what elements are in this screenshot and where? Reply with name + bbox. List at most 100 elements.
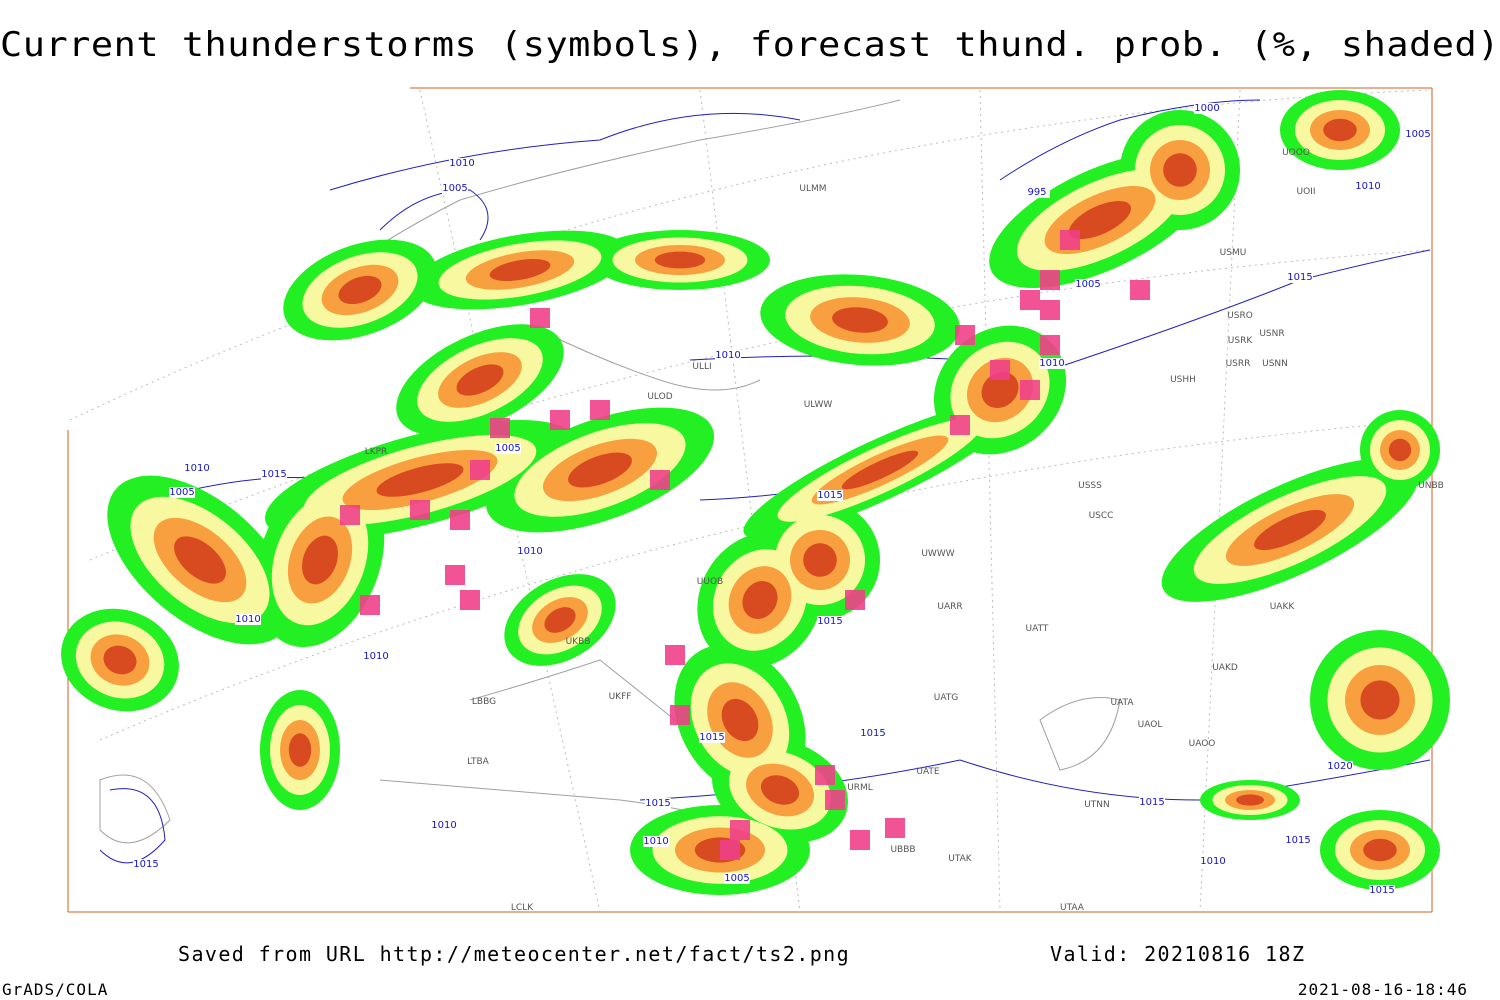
storm-symbol: [1040, 335, 1060, 355]
storm-symbol: [490, 418, 510, 438]
shade-region: [489, 258, 551, 282]
storm-symbol: [450, 510, 470, 530]
station-code: UOII: [1297, 187, 1316, 197]
isobar-label-bg: [1287, 272, 1313, 283]
storm-symbol: [1040, 300, 1060, 320]
isobar-label-bg: [1039, 358, 1065, 369]
shade-region: [760, 775, 800, 805]
isobar-label: 1010: [184, 463, 209, 474]
station-code: UAKK: [1270, 602, 1296, 612]
shade-region: [742, 581, 778, 619]
shade-region: [302, 535, 338, 585]
isobar-label-bg: [261, 469, 287, 480]
valid-time: Valid: 20210816 18Z: [1050, 942, 1305, 966]
storm-symbol: [990, 360, 1010, 380]
isobar-label: 1005: [1405, 129, 1430, 140]
station-code: UOOO: [1282, 148, 1310, 158]
isobar-label-bg: [1139, 797, 1165, 808]
station-code: USSS: [1078, 481, 1102, 491]
station-code: LTBA: [467, 757, 489, 767]
station-code: UBBB: [890, 845, 915, 855]
isobar-label: 1010: [235, 614, 260, 625]
storm-symbol: [850, 830, 870, 850]
isobar-label: 1020: [1327, 761, 1352, 772]
station-code: UKFF: [609, 692, 632, 702]
shade-region: [174, 536, 226, 584]
isobar-label-bg: [724, 873, 750, 884]
isobar-label: 1010: [1200, 856, 1225, 867]
station-code: USMU: [1220, 248, 1247, 258]
shade-region: [832, 307, 888, 333]
storm-symbol: [1020, 290, 1040, 310]
isobar-label: 1015: [860, 728, 885, 739]
isobar-label: 1010: [1039, 358, 1064, 369]
station-code: UWWW: [921, 549, 954, 559]
isobar-label: 1010: [715, 350, 740, 361]
timestamp: 2021-08-16-18:46: [1298, 980, 1468, 999]
station-code: LBBG: [472, 697, 496, 707]
storm-symbol: [950, 415, 970, 435]
isobar-label-bg: [1075, 279, 1101, 290]
shade-region: [1360, 680, 1400, 720]
shade-region: [288, 733, 312, 767]
station-code: USRO: [1227, 311, 1253, 321]
isobar-label: 1015: [1287, 272, 1312, 283]
station-code: USNR: [1259, 329, 1284, 339]
isobar-label-bg: [1327, 761, 1353, 772]
storm-symbol: [955, 325, 975, 345]
station-code: USRR: [1226, 359, 1251, 369]
station-code: UAOO: [1189, 739, 1216, 749]
isobar-label-bg: [1285, 835, 1311, 846]
isobar-label: 1015: [133, 859, 158, 870]
storm-symbol: [885, 818, 905, 838]
isobar-label-bg: [133, 859, 159, 870]
shade-region: [376, 463, 464, 497]
station-code: USNN: [1262, 359, 1288, 369]
isobar-label-bg: [817, 490, 843, 501]
map-title: Current thunderstorms (symbols), forecas…: [0, 25, 1500, 65]
isobar-label-bg: [442, 183, 468, 194]
shade-region: [721, 698, 759, 742]
station-code: UKBB: [566, 637, 591, 647]
isobar-label: 995: [1027, 187, 1046, 198]
station-code: UAOL: [1138, 720, 1163, 730]
station-code: LKPR: [365, 447, 388, 457]
thunderstorm-symbols: [340, 230, 1150, 860]
isobar-label: 1005: [1075, 279, 1100, 290]
shade-region: [568, 452, 632, 488]
probability-shading: [61, 90, 1450, 895]
isobar-label-bg: [699, 732, 725, 743]
isobar-label: 1005: [495, 443, 520, 454]
isobar-label: 1015: [817, 616, 842, 627]
shade-region: [1068, 200, 1132, 240]
shade-region: [803, 543, 837, 577]
station-code: USCC: [1089, 511, 1114, 521]
isobar-label-bg: [495, 443, 521, 454]
station-code: ULWW: [804, 400, 833, 410]
station-code: UTAK: [948, 854, 973, 864]
isobar-label: 1000: [1194, 103, 1219, 114]
storm-symbol: [730, 820, 750, 840]
isobar-label: 1015: [817, 490, 842, 501]
storm-symbol: [1040, 270, 1060, 290]
isobar-label-bg: [860, 728, 886, 739]
storm-symbol: [360, 595, 380, 615]
software-credit: GrADS/COLA: [2, 980, 108, 999]
storm-symbol: [1060, 230, 1080, 250]
isobar-label-bg: [817, 616, 843, 627]
storm-symbol: [410, 500, 430, 520]
isobar-label: 1010: [363, 651, 388, 662]
shade-region: [981, 371, 1019, 409]
isobar-label-bg: [517, 546, 543, 557]
shade-region: [456, 364, 504, 396]
isobar-label: 1015: [645, 798, 670, 809]
storm-symbol: [665, 645, 685, 665]
isobar-label: 1005: [724, 873, 749, 884]
storm-symbol: [460, 590, 480, 610]
isobar-label: 1015: [261, 469, 286, 480]
isobar-label-bg: [1194, 103, 1220, 114]
isobar-label: 1015: [1139, 797, 1164, 808]
shade-region: [338, 275, 382, 305]
storm-symbol: [1130, 280, 1150, 300]
